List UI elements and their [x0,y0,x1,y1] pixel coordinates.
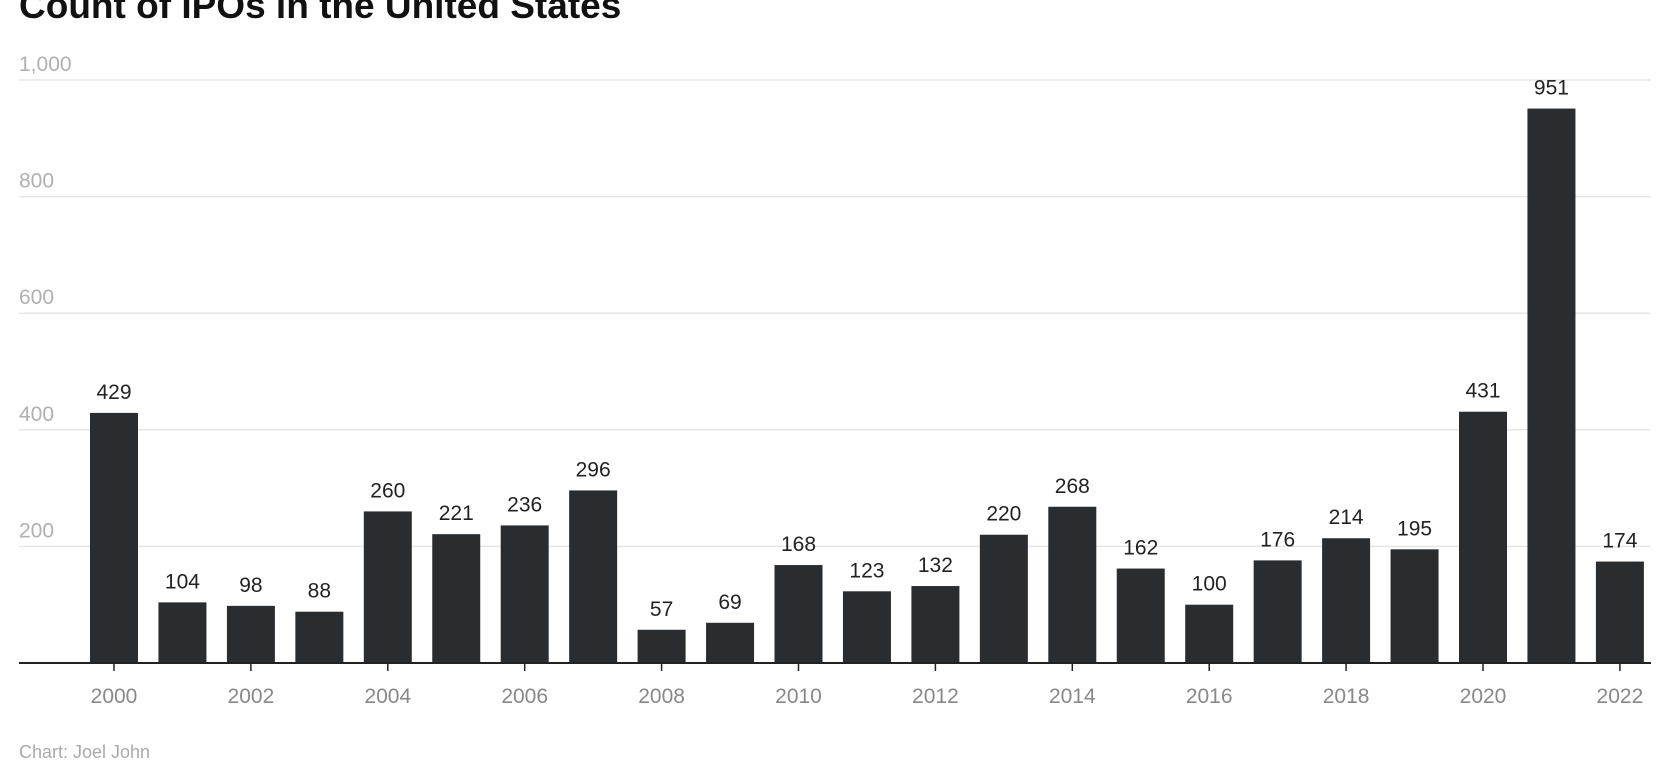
bar-2018 [1322,538,1371,663]
bar-2013 [979,534,1028,663]
data-label-2014: 268 [1055,475,1090,498]
bar-2005 [432,534,481,663]
data-label-2009: 69 [718,591,741,614]
data-label-2020: 431 [1465,380,1500,403]
data-label-2008: 57 [650,598,673,621]
data-label-2010: 168 [781,533,816,556]
bar-2012 [911,586,960,663]
data-label-2011: 123 [849,559,884,582]
data-label-2003: 88 [308,580,331,603]
bar-2004 [363,511,412,663]
x-tick-label: 2002 [228,685,275,708]
y-tick-label: 1,000 [19,53,72,76]
bar-2008 [637,629,686,663]
bar-2021 [1527,108,1576,663]
bar-2020 [1459,411,1507,663]
x-tick-label: 2004 [364,685,411,708]
bar-2019 [1390,549,1439,663]
x-tick-label: 2018 [1323,685,1370,708]
data-label-2022: 174 [1602,530,1637,553]
data-label-2001: 104 [165,570,200,593]
bar-2007 [569,490,618,663]
x-tick-label: 2022 [1597,685,1644,708]
data-label-2018: 214 [1329,506,1364,529]
data-label-2013: 220 [986,503,1021,526]
chart-credit: Chart: Joel John [19,742,151,762]
y-tick-label: 200 [19,519,54,542]
x-tick-label: 2016 [1186,685,1233,708]
data-label-2016: 100 [1192,573,1227,596]
bar-2022 [1595,561,1644,663]
data-labels: 429 104 98 88 260 221 236 296 57 69 168 123 132 220 26… [96,77,1637,621]
bar-2016 [1185,604,1234,663]
bar-2001 [158,602,207,663]
chart-title: Count of IPOs in the United States [19,0,622,26]
data-label-2019: 195 [1397,517,1432,540]
bar-2003 [295,611,344,663]
x-tick-label: 2008 [638,685,685,708]
bar-2010 [774,565,823,663]
bar-2014 [1048,506,1097,663]
x-tick-label: 2000 [91,685,138,708]
data-label-2012: 132 [918,554,953,577]
data-label-2000: 429 [96,381,131,404]
y-tick-label: 400 [19,403,54,426]
data-label-2017: 176 [1260,528,1295,551]
x-tick-label: 2012 [912,685,959,708]
x-tick-label: 2020 [1460,685,1507,708]
x-axis-ticks: 2000 2002 2004 2006 2008 2010 2012 2014 2016 2018… [91,663,1644,708]
bar-2011 [842,591,891,663]
x-tick-label: 2010 [775,685,822,708]
data-label-2006: 236 [507,493,542,516]
bar-2002 [226,605,275,663]
y-tick-label: 800 [19,170,54,193]
x-tick-label: 2006 [501,685,548,708]
data-label-2004: 260 [370,479,405,502]
bar-2006 [500,525,549,663]
bar-2000 [90,412,138,663]
bar-2009 [706,622,755,663]
y-axis-ticks: 200 400 600 800 1,000 [19,53,72,542]
data-label-2002: 98 [239,574,262,597]
bar-2015 [1116,568,1165,663]
y-tick-label: 600 [19,286,54,309]
gridlines [19,79,1651,548]
data-label-2007: 296 [576,458,611,481]
data-label-2005: 221 [439,502,474,525]
bars [90,108,1644,663]
bar-2017 [1253,560,1302,663]
data-label-2021: 951 [1534,77,1569,100]
data-label-2015: 162 [1123,537,1158,560]
x-tick-label: 2014 [1049,685,1096,708]
